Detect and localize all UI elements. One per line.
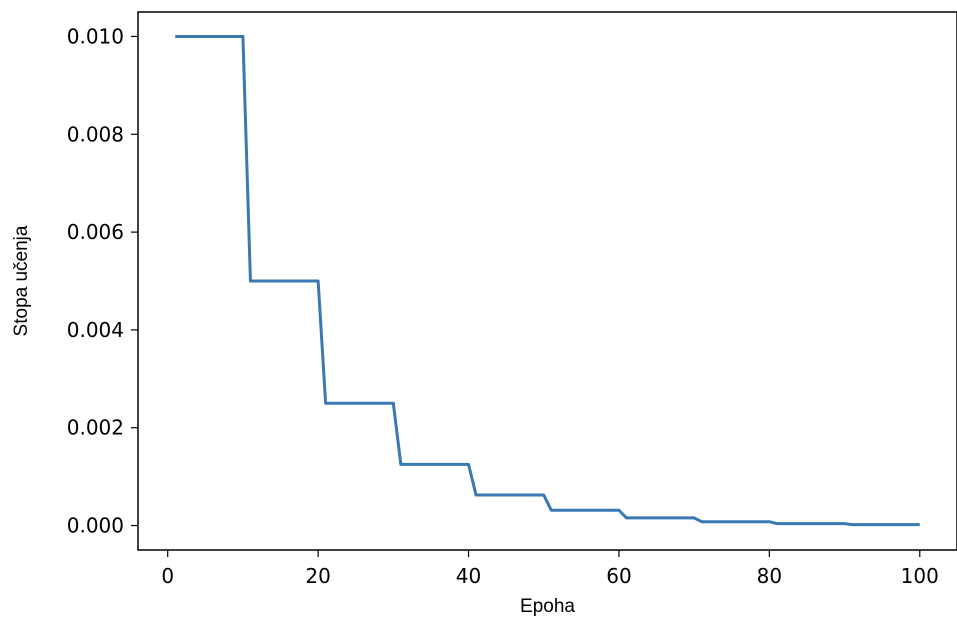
x-tick-label: 20 [305,564,330,588]
series-group [175,34,920,527]
x-tick-label: 80 [757,564,782,588]
x-axis-label: Epoha [520,596,575,617]
y-tick-label: 0.004 [67,318,124,342]
x-tick-label: 100 [901,564,939,588]
learning-rate-line [175,34,920,527]
y-tick-label: 0.010 [67,24,124,48]
y-tick-label: 0.002 [67,416,124,440]
y-tick-label: 0.006 [67,220,124,244]
x-tick-label: 40 [456,564,481,588]
y-axis-label: Stopa učenja [11,225,32,336]
x-tick-label: 60 [606,564,631,588]
y-tick-label: 0.008 [67,122,124,146]
plot-frame [137,11,957,551]
x-axis-ticks: 0 20 40 60 80 100 [161,550,939,588]
x-tick-label: 0 [161,564,174,588]
y-tick-label: 0.000 [67,514,124,538]
y-axis-ticks: 0.000 0.002 0.004 0.006 0.008 0.010 [67,24,138,538]
